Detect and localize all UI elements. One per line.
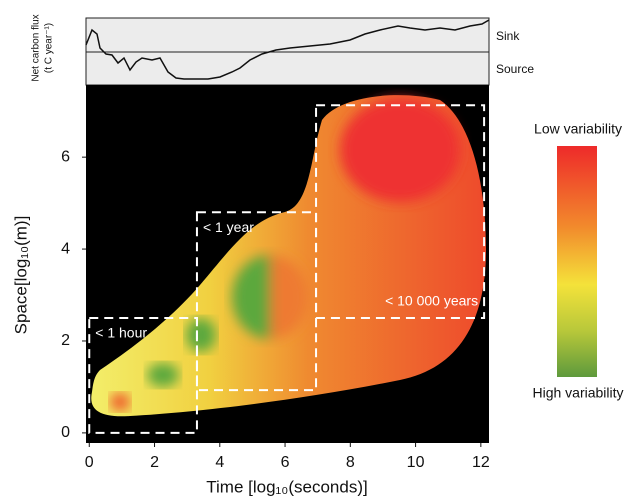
blob-spot [340, 98, 460, 202]
blob-spot [110, 393, 130, 411]
colorbar-top-label: Low variability [534, 121, 622, 137]
x-tick-label: 4 [215, 454, 224, 471]
time-scale-box [88, 316, 198, 434]
x-tick-label: 6 [281, 454, 290, 471]
y-axis-label: Space[log₁₀(m)] [11, 216, 30, 335]
flux-line [85, 19, 490, 80]
colorbar-bottom-label: High variability [532, 385, 623, 401]
box-label: < 1 hour [95, 325, 147, 341]
x-tick-label: 0 [85, 454, 94, 471]
blob-spot [232, 255, 308, 339]
flux-ylabel: Net carbon flux [31, 14, 42, 81]
y-tick-label: 4 [61, 240, 70, 257]
box-label: < 1 year [203, 219, 254, 235]
time-scale-box [315, 104, 486, 319]
y-tick-label: 0 [61, 424, 70, 441]
flux-yunit: (t C year⁻¹) [44, 23, 55, 73]
y-tick-label: 2 [61, 332, 70, 349]
x-tick-label: 10 [407, 454, 425, 471]
source-label: Source [496, 62, 534, 76]
x-tick-label: 12 [472, 454, 490, 471]
x-axis-label: Time [log₁₀(seconds)] [206, 477, 367, 496]
blob-spot [186, 318, 216, 352]
colorbar [557, 146, 597, 377]
x-tick-label: 8 [346, 454, 355, 471]
box-label: < 10 000 years [385, 293, 478, 309]
plot-marks: 0 2 4 6 8 10 12 0 2 4 6 < 1 hour < 1 year < 10 000 ye… [61, 104, 490, 471]
blob-spot [147, 363, 179, 387]
sink-label: Sink [496, 29, 520, 43]
y-tick-label: 6 [61, 148, 70, 165]
x-tick-label: 2 [150, 454, 159, 471]
